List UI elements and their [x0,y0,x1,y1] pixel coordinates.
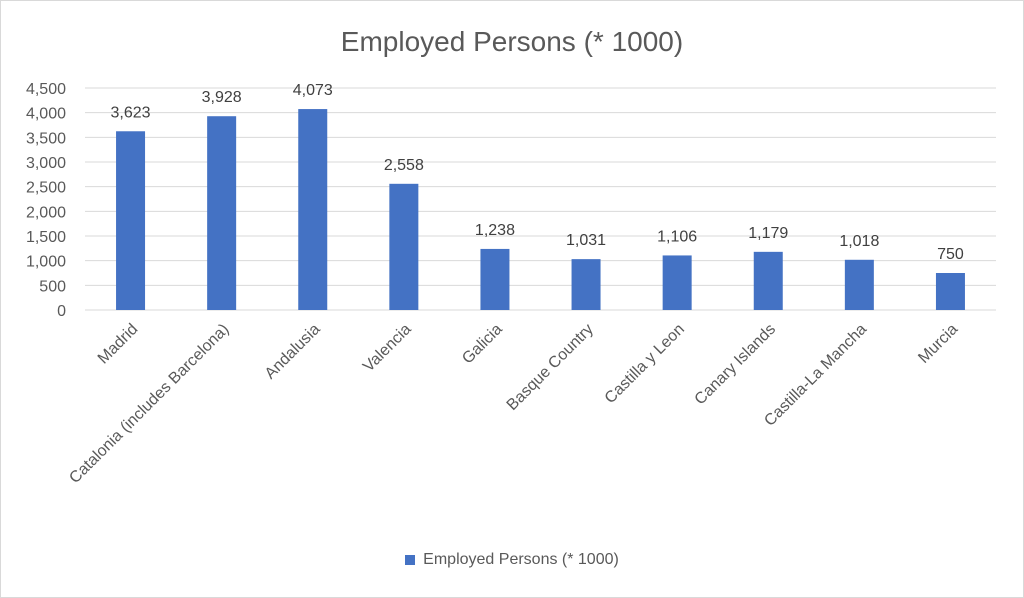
y-tick-label: 0 [57,303,66,320]
data-label: 1,179 [748,225,788,242]
x-tick-label: Galicia [459,321,506,368]
bar [571,259,601,310]
x-tick-label: Castilla-La Mancha [761,321,870,430]
y-axis-ticks: 0 500 1,000 1,500 2,000 2,500 3,000 3,500 4,000 4… [26,81,66,320]
bar [207,116,237,311]
data-labels: 3,623 3,928 4,073 2,558 1,238 1,031 1,106 1,179… [111,82,964,263]
y-tick-label: 2,500 [26,180,66,197]
x-tick-label: Catalonia (includes Barcelona) [66,321,232,487]
y-tick-label: 3,000 [26,155,66,172]
data-label: 1,106 [657,228,697,245]
data-label: 3,928 [202,89,242,106]
data-label: 1,238 [475,222,515,239]
gridlines [85,87,996,311]
x-tick-label: Castilla y Leon [602,321,688,407]
chart-title: Employed Persons (* 1000) [340,26,684,57]
x-tick-label: Basque Country [504,321,597,414]
legend: Employed Persons (* 1000) [0,551,1024,569]
data-label: 2,558 [384,157,424,174]
data-label: 3,623 [111,104,151,121]
x-tick-label: Valencia [360,321,415,376]
bar [480,248,510,310]
y-tick-label: 1,500 [26,229,66,246]
bar [389,183,419,310]
bar [844,259,874,310]
x-tick-label: Murcia [915,321,961,367]
bar [935,273,965,310]
bar [116,131,146,310]
data-label: 1,031 [566,232,606,249]
y-tick-label: 3,500 [26,130,66,147]
x-tick-label: Andalusia [262,321,324,383]
y-tick-label: 500 [39,278,66,295]
x-tick-label: Canary Islands [692,321,779,408]
y-tick-label: 1,000 [26,254,66,271]
y-tick-label: 4,500 [26,81,66,98]
bar [298,109,328,310]
y-tick-label: 4,000 [26,106,66,123]
data-label: 750 [937,246,964,263]
y-tick-label: 2,000 [26,204,66,221]
data-label: 4,073 [293,82,333,99]
x-tick-label: Madrid [95,321,142,368]
bar [753,251,783,310]
bars [116,109,965,311]
legend-label: Employed Persons (* 1000) [423,551,619,568]
bar [662,255,692,310]
data-label: 1,018 [839,233,879,250]
legend-swatch [405,555,416,565]
